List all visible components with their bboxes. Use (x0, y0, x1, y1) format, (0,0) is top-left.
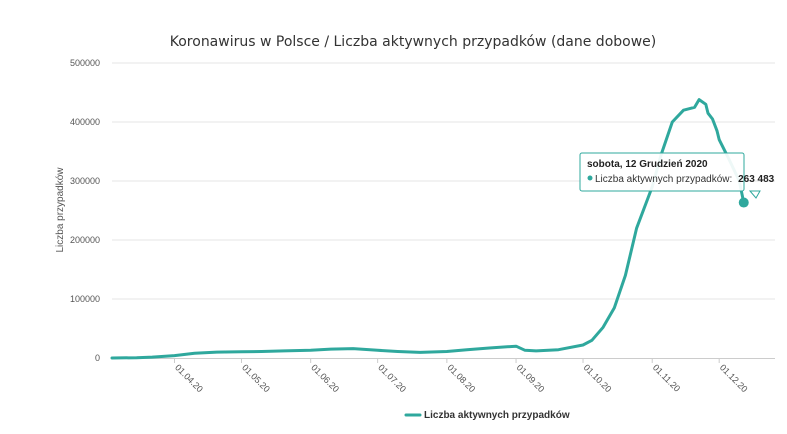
series-layer (110, 98, 749, 360)
x-tick-label: 01.06.20 (309, 362, 341, 394)
chart-title: Koronawirus w Polsce / Liczba aktywnych … (170, 34, 657, 50)
tooltip-series-line: Liczba aktywnych przypadków: 263 483 (595, 174, 775, 185)
x-tick-label: 01.07.20 (376, 362, 408, 394)
y-tick-label: 500000 (70, 58, 100, 68)
y-tick-label: 0 (95, 353, 100, 363)
tooltip-series-marker (587, 175, 593, 181)
tooltip: sobota, 12 Grudzień 2020 Liczba aktywnyc… (579, 152, 775, 199)
tooltip-value: 263 483 (738, 174, 775, 185)
axes (112, 358, 775, 363)
series-line-active-cases[interactable] (110, 98, 746, 360)
y-tick-labels: 0 100000 200000 300000 400000 500000 (70, 58, 100, 363)
y-axis-label: Liczba przypadków (55, 167, 66, 253)
y-tick-label: 300000 (70, 176, 100, 186)
y-tick-label: 400000 (70, 117, 100, 127)
x-tick-label: 01.11.20 (651, 362, 682, 393)
x-tick-label: 01.10.20 (582, 362, 614, 394)
legend[interactable]: Liczba aktywnych przypadków (404, 410, 570, 421)
grid-lines (112, 62, 775, 300)
y-tick-label: 200000 (70, 235, 100, 245)
y-tick-label: 100000 (70, 294, 100, 304)
hovered-data-point[interactable] (738, 197, 749, 208)
x-tick-label: 01.04.20 (173, 362, 205, 394)
x-tick-label: 01.08.20 (445, 362, 477, 394)
tooltip-series-label: Liczba aktywnych przypadków: (595, 174, 732, 185)
tooltip-box (579, 152, 745, 192)
x-tick-labels: 01.04.20 01.05.20 01.06.20 01.07.20 01.08.20… (173, 362, 750, 394)
tooltip-pointer (748, 190, 761, 199)
x-tick-label: 01.05.20 (240, 362, 272, 394)
tooltip-date: sobota, 12 Grudzień 2020 (587, 159, 708, 170)
x-tick-label: 01.12.20 (718, 362, 750, 394)
legend-item-active-cases[interactable]: Liczba aktywnych przypadków (424, 410, 570, 421)
x-tick-label: 01.09.20 (515, 362, 547, 394)
